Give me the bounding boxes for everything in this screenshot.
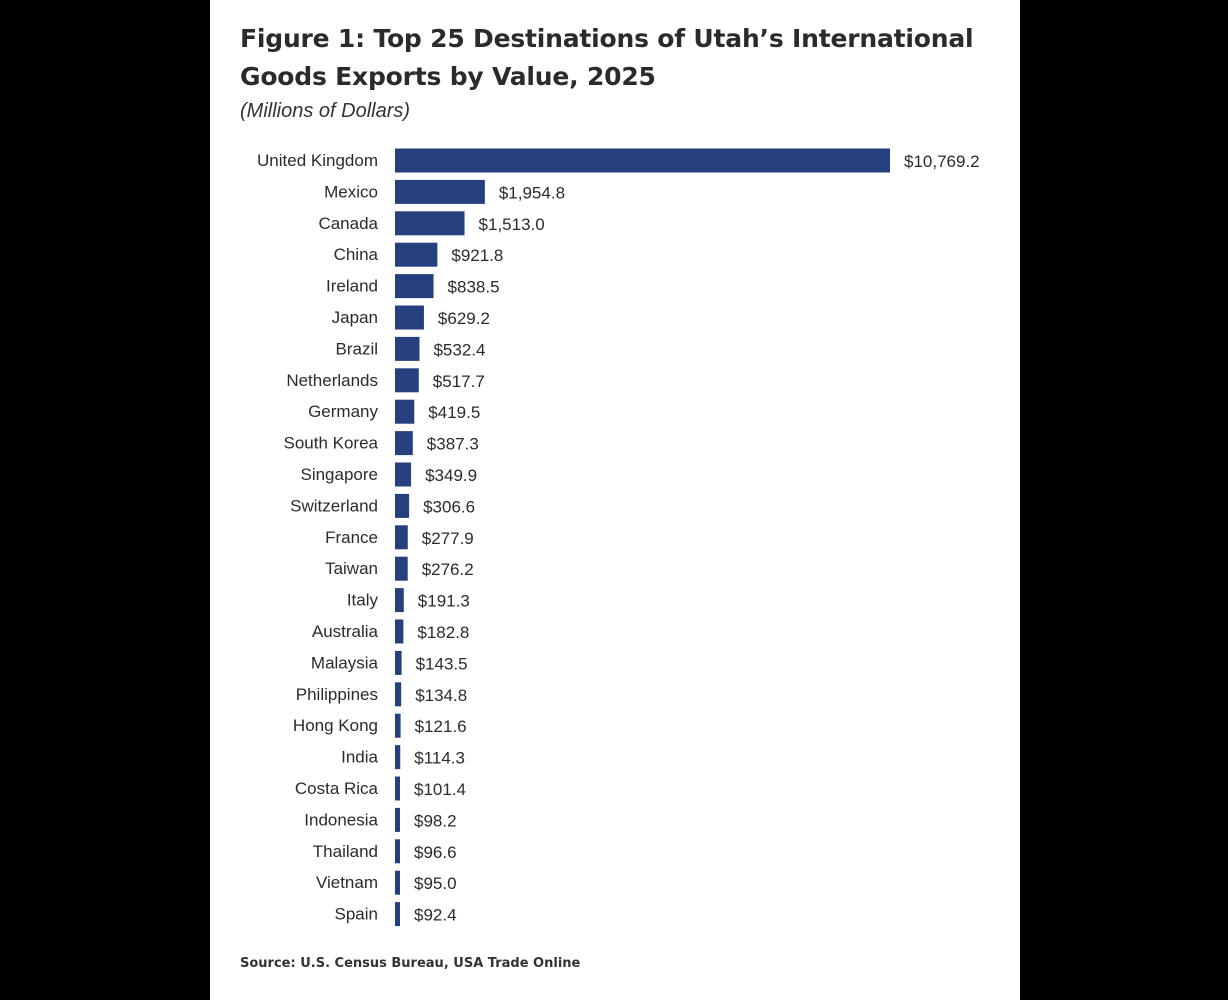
category-labels: United Kingdom Mexico Canada China Ireland Ja… — [257, 151, 379, 924]
value-label: $96.6 — [414, 843, 457, 862]
value-label: $419.5 — [428, 403, 480, 422]
category-label: Germany — [308, 402, 378, 421]
chart-source: Source: U.S. Census Bureau, USA Trade On… — [240, 956, 581, 971]
bar-philippines — [395, 682, 402, 707]
value-label: $1,513.0 — [479, 215, 545, 234]
bar-canada — [395, 211, 465, 236]
category-label: Indonesia — [304, 810, 378, 829]
category-label: India — [341, 748, 378, 767]
category-label: Costa Rica — [295, 779, 379, 798]
category-label: Vietnam — [316, 873, 378, 892]
value-label: $92.4 — [414, 906, 457, 925]
value-label: $191.3 — [418, 592, 470, 611]
bar-malaysia — [395, 650, 402, 675]
bar-india — [395, 745, 401, 770]
chart-subtitle: (Millions of Dollars) — [240, 100, 411, 122]
bar-germany — [395, 399, 415, 424]
chart-panel: Figure 1: Top 25 Destinations of Utah’s … — [210, 0, 1020, 1000]
value-label: $349.9 — [425, 466, 477, 485]
value-label: $143.5 — [416, 654, 468, 673]
value-label: $532.4 — [433, 340, 485, 359]
value-label: $276.2 — [422, 560, 474, 579]
category-label: Ireland — [326, 277, 378, 296]
value-label: $277.9 — [422, 529, 474, 548]
category-label: Singapore — [300, 465, 378, 484]
bar-china — [395, 242, 438, 267]
value-label: $387.3 — [427, 435, 479, 454]
bar-singapore — [395, 462, 412, 487]
bar-chart: United Kingdom Mexico Canada China Ireland Ja… — [257, 148, 980, 927]
value-label: $182.8 — [417, 623, 469, 642]
category-label: South Korea — [283, 434, 378, 453]
category-label: Italy — [347, 591, 379, 610]
bar-spain — [395, 902, 400, 927]
value-label: $1,954.8 — [499, 183, 565, 202]
value-label: $10,769.2 — [904, 152, 980, 171]
bar-brazil — [395, 336, 420, 361]
bar-thailand — [395, 839, 400, 864]
value-labels: $10,769.2 $1,954.8 $1,513.0 $921.8 $838.5 $62… — [414, 152, 980, 925]
bar-vietnam — [395, 870, 400, 895]
category-label: Hong Kong — [293, 716, 378, 735]
bar-mexico — [395, 179, 485, 204]
category-label: Thailand — [313, 842, 378, 861]
category-label: Malaysia — [311, 653, 379, 672]
category-label: China — [334, 245, 379, 264]
chart-title: Figure 1: Top 25 Destinations of Utah’s … — [240, 24, 974, 91]
value-label: $98.2 — [414, 811, 457, 830]
bar-netherlands — [395, 368, 419, 393]
category-label: France — [325, 528, 378, 547]
category-label: Mexico — [324, 182, 378, 201]
category-label: Taiwan — [325, 559, 378, 578]
bar-indonesia — [395, 807, 400, 832]
value-label: $517.7 — [433, 372, 485, 391]
bars-layer — [395, 148, 890, 927]
value-label: $306.6 — [423, 497, 475, 516]
value-label: $134.8 — [415, 686, 467, 705]
bar-united-kingdom — [395, 148, 890, 173]
value-label: $921.8 — [451, 246, 503, 265]
bar-australia — [395, 619, 404, 644]
category-label: Australia — [312, 622, 379, 641]
value-label: $114.3 — [414, 749, 465, 768]
value-label: $121.6 — [415, 717, 467, 736]
category-label: Netherlands — [286, 371, 378, 390]
category-label: Canada — [318, 214, 378, 233]
category-label: Japan — [332, 308, 378, 327]
bar-south-korea — [395, 431, 413, 456]
category-label: Switzerland — [290, 496, 378, 515]
value-label: $629.2 — [438, 309, 490, 328]
bar-costa-rica — [395, 776, 400, 801]
category-label: Brazil — [335, 339, 378, 358]
bar-italy — [395, 588, 404, 613]
bar-france — [395, 525, 408, 550]
value-label: $101.4 — [414, 780, 466, 799]
bar-hong-kong — [395, 713, 401, 738]
bar-ireland — [395, 274, 434, 299]
value-label: $838.5 — [448, 278, 500, 297]
bar-japan — [395, 305, 424, 330]
category-label: Spain — [335, 905, 378, 924]
category-label: Philippines — [296, 685, 378, 704]
bar-switzerland — [395, 493, 410, 518]
value-label: $95.0 — [414, 874, 457, 893]
category-label: United Kingdom — [257, 151, 378, 170]
bar-taiwan — [395, 556, 408, 581]
